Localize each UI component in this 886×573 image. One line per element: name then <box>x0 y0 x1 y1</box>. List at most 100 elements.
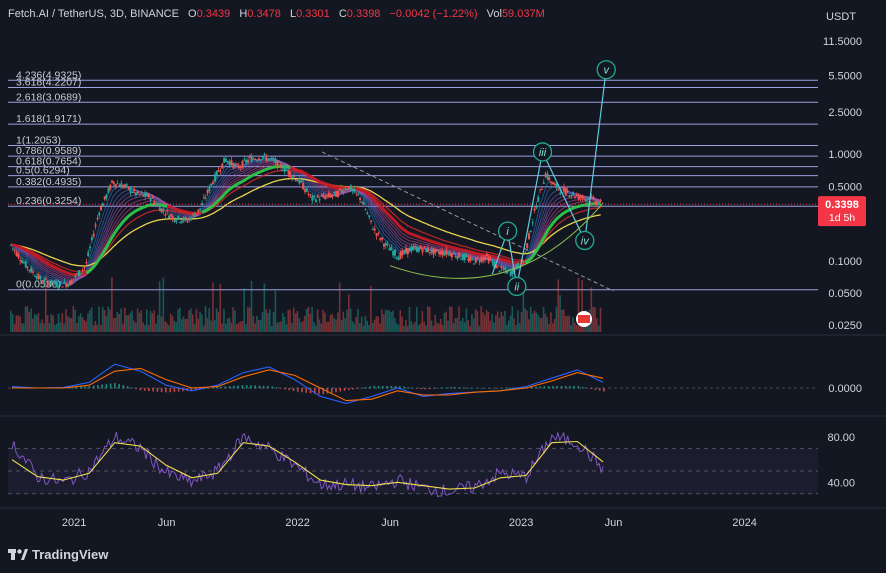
volume-bar <box>57 313 60 332</box>
candle-body <box>212 181 215 184</box>
trend-ma-segment <box>567 208 571 213</box>
trend-ma-segment <box>466 249 469 253</box>
trend-ma-segment <box>499 257 502 261</box>
trend-ma-segment <box>67 271 71 276</box>
trend-ma-segment <box>302 170 306 175</box>
macd-histogram-bar <box>101 384 103 389</box>
volume-bar <box>572 317 574 332</box>
trend-ma-segment <box>142 205 146 209</box>
macd-histogram-bar <box>254 385 257 389</box>
candle-body <box>206 189 209 194</box>
macd-histogram-bar <box>131 387 133 389</box>
macd-histogram-bar <box>258 385 261 389</box>
candle-body <box>151 197 154 199</box>
candle-body <box>414 246 417 248</box>
volume-bar <box>531 313 534 332</box>
macd-histogram-bar <box>305 388 308 393</box>
symbol-title[interactable]: Fetch.AI / TetherUS, 3D, BINANCE <box>8 8 179 20</box>
candle-body <box>164 214 167 216</box>
volume-bar <box>144 325 146 332</box>
y-tick-label: 0.0250 <box>828 320 862 332</box>
currency-label[interactable]: USDT <box>826 11 856 23</box>
macd-histogram-bar <box>454 387 456 389</box>
volume-bar <box>26 306 29 332</box>
volume-bar <box>111 277 113 332</box>
trend-ma-segment <box>557 214 562 219</box>
volume-bar <box>368 324 370 332</box>
volume-bar <box>408 307 411 332</box>
candle-body <box>430 248 433 253</box>
candle-body <box>504 267 507 271</box>
macd-histogram-bar <box>241 385 244 389</box>
candle-body <box>133 189 136 192</box>
macd-histogram-bar <box>279 388 282 389</box>
candle-body <box>318 199 321 201</box>
volume-bar <box>445 311 448 332</box>
candle-body <box>136 191 139 194</box>
flag-stripes <box>578 315 590 323</box>
candle-body <box>540 188 543 190</box>
trend-ma-segment <box>206 207 211 211</box>
volume-bar <box>371 322 374 332</box>
candle-body <box>184 217 187 219</box>
trend-ma-segment <box>54 266 58 270</box>
candle-body <box>129 188 132 193</box>
candle-body <box>349 185 352 191</box>
volume-bar <box>267 313 269 332</box>
macd-histogram-bar <box>135 388 137 390</box>
trend-ma-segment <box>177 208 181 212</box>
trend-ma-segment <box>69 272 73 276</box>
candle-body <box>208 186 211 192</box>
trend-ma-segment <box>250 173 255 178</box>
macd-histogram-bar <box>148 388 150 392</box>
candle-body <box>81 269 84 271</box>
trend-ma-segment <box>328 184 332 188</box>
candle-body <box>517 263 520 269</box>
trend-ma-segment <box>311 176 315 180</box>
candle-body <box>28 269 31 271</box>
volume-bars <box>10 277 602 332</box>
wave-circle <box>575 230 595 251</box>
volume-bar <box>491 313 493 332</box>
trend-ma-segment <box>230 185 235 190</box>
volume-bar <box>30 308 32 332</box>
macd-histogram-bar <box>543 386 546 389</box>
fibonacci-levels[interactable]: 4.236(4.9325)3.618(4.2207) 2.618(3.0689) 1… <box>8 69 818 291</box>
candle-body <box>382 243 385 247</box>
high-label: H <box>239 8 248 20</box>
trend-ma-segment <box>438 242 442 246</box>
tradingview-logo[interactable]: TradingView <box>8 547 108 562</box>
low-value: 0.3301 <box>296 8 330 20</box>
trend-ma-segment <box>85 270 90 275</box>
volume-bar <box>223 308 225 332</box>
macd-histogram-bar <box>471 387 473 389</box>
candle-body <box>362 202 365 205</box>
candle-body <box>210 183 213 186</box>
volume-bar <box>235 324 238 332</box>
candle-body <box>241 160 244 168</box>
trend-ma-segment <box>23 247 27 252</box>
candle-body <box>217 170 220 172</box>
volume-bar <box>204 306 207 332</box>
volume-bar <box>570 325 572 332</box>
volume-bar <box>109 309 111 332</box>
macd-histogram-bar <box>364 387 367 389</box>
candle-body <box>357 194 360 196</box>
candle-body <box>471 258 474 260</box>
volume-bar <box>511 306 514 332</box>
volume-bar <box>191 314 194 332</box>
volume-bar <box>329 314 332 332</box>
macd-histogram-bar <box>420 388 422 390</box>
candle-body <box>313 195 316 198</box>
fib-level-label: 1.618(1.9171) <box>16 113 81 125</box>
trend-ma-segment <box>506 259 510 263</box>
trend-ma-segment <box>127 213 132 218</box>
volume-bar <box>460 320 462 332</box>
candle-body <box>515 264 518 269</box>
volume-bar <box>283 316 286 332</box>
volume-bar <box>320 323 323 332</box>
trend-ma-segment <box>574 205 578 209</box>
macd-histogram-bar <box>109 383 112 389</box>
